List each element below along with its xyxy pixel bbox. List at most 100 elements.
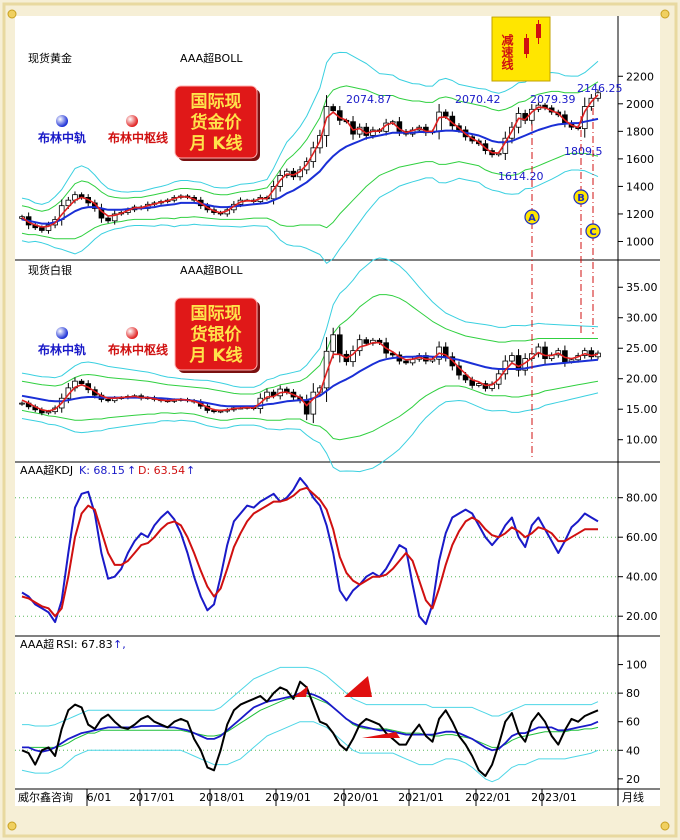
boll-outer-upper-line xyxy=(21,257,599,388)
boll-lower-line xyxy=(21,152,599,240)
candle-body xyxy=(476,383,482,386)
price-annotation: 2146.25 xyxy=(577,82,623,95)
candle-body xyxy=(336,334,343,355)
price-annotation: 2074.87 xyxy=(346,93,392,106)
ytick-label: 1800 xyxy=(626,125,654,138)
xtick-label: 2017/01 xyxy=(129,791,175,804)
marker-label: B xyxy=(577,193,585,204)
legend-text: 布林中轨 xyxy=(38,130,86,145)
corner-ornament xyxy=(660,821,670,831)
candle-body xyxy=(105,217,111,222)
candle-body xyxy=(462,374,469,381)
speed-badge-text: 减速线 xyxy=(500,33,514,71)
legend-text: 布林中枢线 xyxy=(108,130,168,145)
rsi-indicator-label: AAA超 xyxy=(20,637,54,651)
ytick-label: 35.00 xyxy=(626,281,658,294)
candle-body xyxy=(509,355,515,362)
ytick-label: 80 xyxy=(626,687,640,700)
corner-ornament xyxy=(7,9,17,19)
price-badge-text: 货金价 xyxy=(191,112,243,133)
candle-body xyxy=(45,411,52,414)
rsi-bottom-signal xyxy=(362,732,400,738)
panel-title: 现货黄金 xyxy=(28,51,72,65)
candle-body xyxy=(403,360,409,364)
candle-body xyxy=(45,224,52,231)
candle-body xyxy=(356,339,363,352)
marker-label: C xyxy=(589,227,596,238)
boll-outer-lower-line xyxy=(21,392,599,473)
legend-dot xyxy=(56,115,68,127)
candle-body xyxy=(535,346,542,355)
rsi-readout: RSI: 67.83 xyxy=(56,638,113,651)
rsi-rsi-line xyxy=(21,680,599,777)
kdj-d-readout: D: 63.54 xyxy=(138,464,185,477)
ytick-label: 2000 xyxy=(626,98,654,111)
candle-body xyxy=(111,213,118,222)
marker-circle xyxy=(524,209,540,225)
kdj-indicator-label: AAA超KDJ xyxy=(20,463,73,477)
boll-lower-line xyxy=(21,380,599,441)
price-badge-text: 月 K线 xyxy=(188,133,242,154)
ytick-label: 2200 xyxy=(626,70,654,83)
legend-text: 布林中枢线 xyxy=(108,342,168,357)
ytick-label: 1400 xyxy=(626,180,654,193)
candle-body xyxy=(588,350,595,358)
boll-outer-lower-line xyxy=(21,169,599,264)
xtick-label: 2019/01 xyxy=(265,791,311,804)
candle-body xyxy=(310,391,317,415)
candle-body xyxy=(323,106,330,136)
xtick-label: 2020/01 xyxy=(333,791,379,804)
price-badge xyxy=(174,85,258,159)
indicator-label: AAA超BOLL xyxy=(180,51,243,65)
price-badge-text: 国际现 xyxy=(191,92,242,112)
price-badge-text: 货银价 xyxy=(191,324,243,345)
rsi-up-arrow: ↑, xyxy=(113,638,126,651)
price-badge xyxy=(174,297,258,371)
candle-body xyxy=(515,113,522,128)
boll-hub-line xyxy=(21,94,599,228)
ytick-label: 40.00 xyxy=(626,571,658,584)
ytick-label: 10.00 xyxy=(626,434,658,447)
candle-body xyxy=(363,339,370,344)
ytick-label: 20.00 xyxy=(626,610,658,623)
ytick-label: 40 xyxy=(626,744,640,757)
rsi-upper-line xyxy=(22,666,599,727)
indicator-label: AAA超BOLL xyxy=(180,263,243,277)
candle-body xyxy=(264,391,270,399)
candle-body xyxy=(442,111,449,117)
ytick-label: 1600 xyxy=(626,153,654,166)
candle-body xyxy=(330,106,336,112)
candle-body xyxy=(78,380,85,384)
ytick-label: 30.00 xyxy=(626,312,658,325)
ytick-label: 25.00 xyxy=(626,342,658,355)
kdj-d-line xyxy=(21,486,598,618)
candle-body xyxy=(323,350,330,389)
ytick-label: 20 xyxy=(626,773,640,786)
panel-title: 现货白银 xyxy=(28,263,72,277)
price-annotation: 2079.39 xyxy=(530,93,576,106)
candle-body xyxy=(515,355,522,371)
rsi-lower-line xyxy=(21,721,599,783)
boll-hub-line xyxy=(21,341,599,412)
price-annotation: 1809.5 xyxy=(564,145,603,158)
ytick-label: 60 xyxy=(626,716,640,729)
ytick-label: 80.00 xyxy=(626,492,658,505)
price-badge-text: 国际现 xyxy=(191,304,242,324)
boll-upper-line xyxy=(21,294,598,395)
kdj-up-arrow: ↑ xyxy=(186,464,195,477)
xtick-label: 2021/01 xyxy=(398,791,444,804)
boll-upper-line xyxy=(21,81,599,212)
source-label: 威尔鑫咨询 xyxy=(18,790,73,804)
xtick-label: 2018/01 xyxy=(199,791,245,804)
rsi-top-signal xyxy=(294,686,308,697)
xtick-label: 2023/01 xyxy=(531,791,577,804)
price-annotation: 2070.42 xyxy=(455,93,501,106)
candle-body xyxy=(19,402,25,405)
ytick-label: 100 xyxy=(626,659,647,672)
rsi-top-signal xyxy=(344,676,372,697)
period-label: 月线 xyxy=(622,790,644,804)
corner-ornament xyxy=(660,9,670,19)
